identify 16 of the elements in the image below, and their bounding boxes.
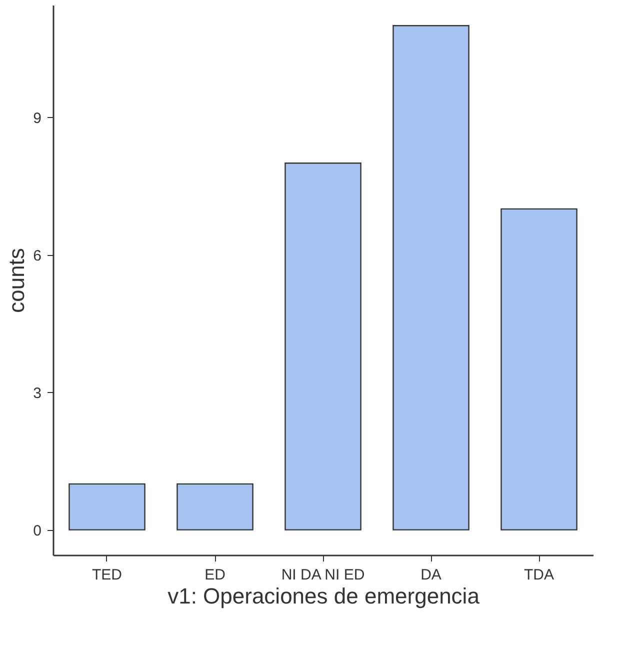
- y-axis-title: counts: [4, 248, 30, 313]
- y-tick-label: 3: [33, 384, 42, 402]
- bar: [284, 162, 362, 530]
- x-tick-label: TED: [92, 566, 122, 584]
- bar: [176, 483, 254, 530]
- x-tick-label: TDA: [524, 566, 554, 584]
- x-tick-label: NI DA NI ED: [281, 566, 365, 584]
- x-axis-title: v1: Operaciones de emergencia: [168, 584, 480, 608]
- x-tick-label: ED: [204, 566, 226, 584]
- y-tick-label: 9: [33, 110, 42, 127]
- bar: [68, 483, 146, 530]
- y-tick-label: 6: [33, 247, 42, 264]
- x-tick-label: DA: [420, 566, 442, 584]
- y-tick-label: 0: [33, 522, 42, 540]
- bar: [392, 25, 470, 530]
- bar: [500, 208, 578, 530]
